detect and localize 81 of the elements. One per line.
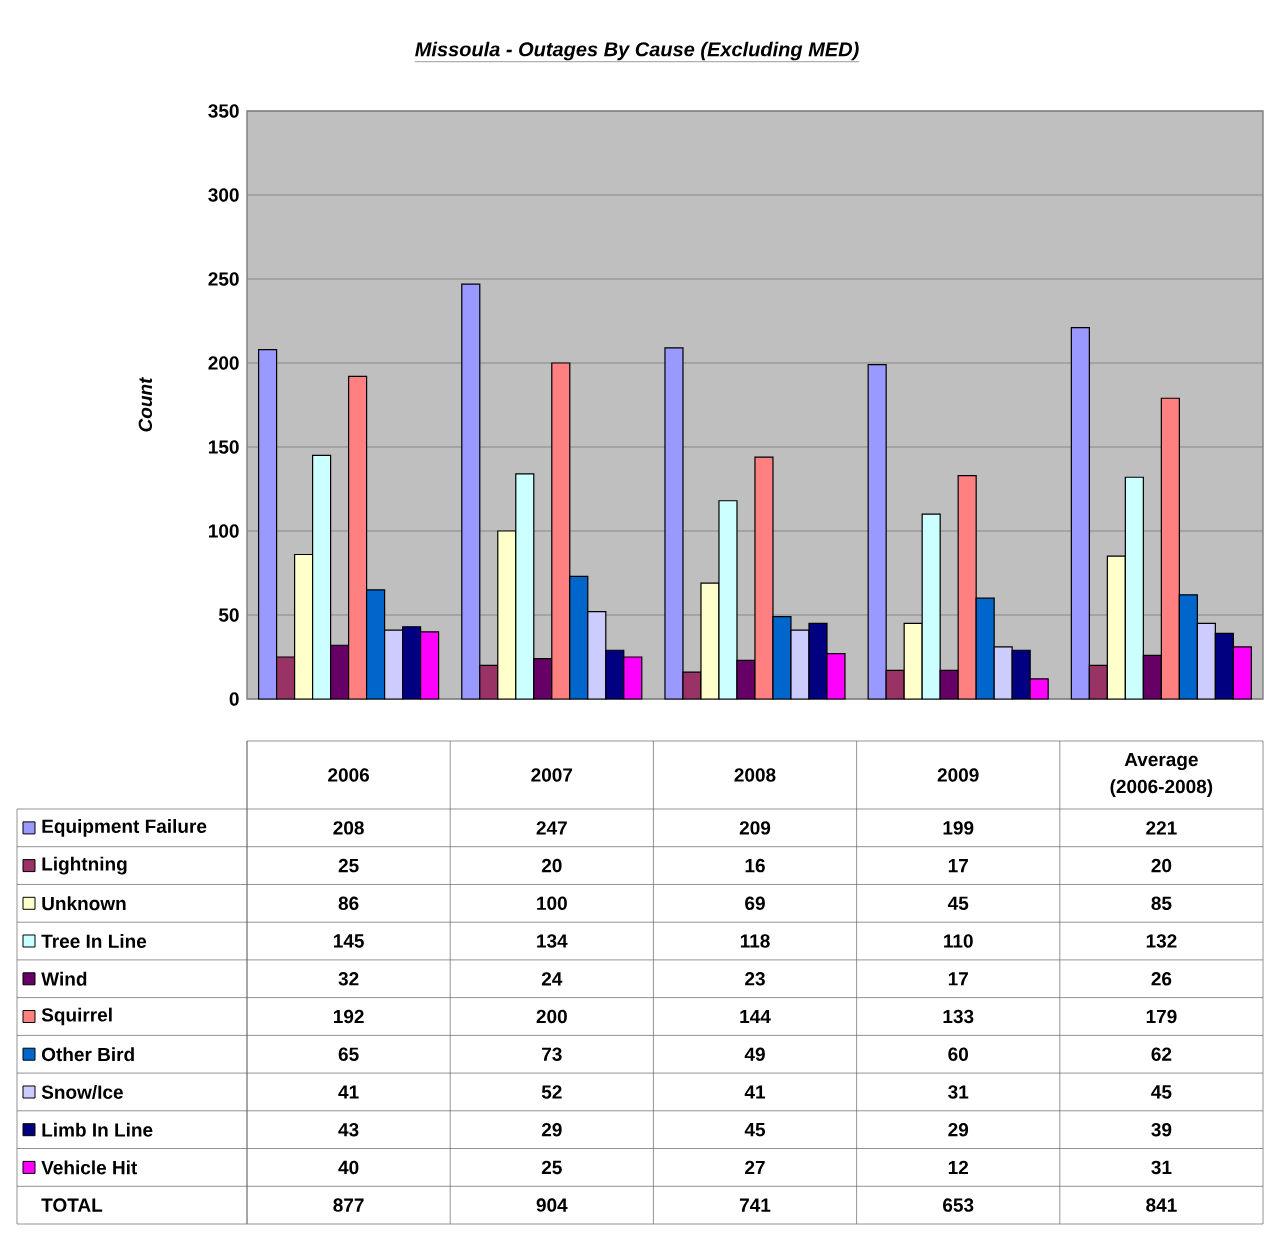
data-label: 32	[338, 972, 359, 986]
text: 841	[1146, 1198, 1177, 1212]
data-label: 17	[948, 972, 968, 986]
data-label: 209	[739, 821, 771, 835]
data-label: 62	[1151, 1047, 1172, 1061]
x-tick-label: 2007	[531, 768, 573, 782]
data-label: 41	[744, 1085, 766, 1099]
data-label: 26	[1151, 972, 1172, 986]
data-label: 25	[541, 1160, 562, 1175]
chart-title: Missoula - Outages By Cause (Excluding MED)	[415, 41, 859, 61]
y-tick-label: 250	[208, 272, 239, 286]
data-label: 60	[948, 1047, 968, 1061]
y-tick-label: 150	[208, 440, 239, 454]
legend-label: Lightning	[42, 856, 127, 875]
data-label: 100	[537, 896, 567, 911]
data-label: 179	[1146, 1009, 1177, 1024]
data-label: 133	[943, 1009, 974, 1024]
y-tick-label: 0	[229, 692, 239, 706]
data-label: 16	[745, 858, 765, 873]
data-label: 17	[948, 859, 968, 873]
data-label: 85	[1151, 896, 1172, 911]
legend-label: Other Bird	[41, 1047, 134, 1062]
data-label: 40	[338, 1160, 359, 1175]
legend-label: Snow/Ice	[41, 1084, 123, 1100]
text: 653	[943, 1198, 974, 1212]
data-label: 192	[333, 1009, 364, 1024]
legend-label: Equipment Failure	[42, 819, 207, 837]
data-label: 24	[541, 972, 563, 986]
data-label: 199	[943, 821, 974, 835]
data-label: 20	[1151, 858, 1172, 873]
legend-label: Limb In Line	[42, 1122, 153, 1137]
data-label: 134	[537, 934, 568, 948]
x-tick-label: 2008	[734, 768, 776, 782]
legend-label: Unknown	[42, 896, 126, 911]
data-label: 29	[541, 1122, 562, 1137]
y-tick-label: 200	[208, 356, 239, 370]
data-label: 12	[948, 1160, 969, 1175]
data-label: 110	[944, 934, 973, 948]
x-tick-label: 2009	[937, 768, 979, 782]
text: 904	[536, 1198, 568, 1212]
data-label: 200	[536, 1009, 567, 1024]
data-label: 118	[740, 934, 770, 948]
data-label: 20	[541, 858, 562, 873]
y-tick-label: 300	[208, 188, 239, 202]
data-label: 65	[338, 1047, 359, 1061]
data-label: 41	[338, 1085, 359, 1099]
data-label: 208	[333, 821, 364, 835]
data-label: 86	[338, 896, 359, 911]
data-label: 45	[1151, 1085, 1172, 1099]
x-tick-label: 2006	[328, 768, 370, 782]
data-label: 221	[1146, 821, 1177, 835]
y-tick-label: 350	[208, 104, 239, 118]
data-label: 145	[333, 934, 364, 948]
text: TOTAL	[41, 1198, 103, 1212]
data-label: 23	[745, 972, 765, 986]
data-label: 31	[948, 1085, 969, 1099]
data-label: 39	[1151, 1122, 1172, 1137]
data-label: 49	[744, 1047, 765, 1061]
data-label: 73	[542, 1047, 562, 1061]
data-label: 31	[1151, 1160, 1172, 1175]
text: 741	[739, 1198, 771, 1212]
data-label: 25	[338, 858, 359, 873]
data-label: 144	[740, 1009, 771, 1024]
data-label: 132	[1146, 934, 1177, 948]
data-label: 45	[947, 896, 969, 910]
data-label: 69	[745, 896, 765, 911]
y-axis-title: Count	[138, 376, 153, 432]
data-label: 52	[541, 1085, 562, 1099]
data-label: 45	[744, 1123, 766, 1137]
text: 877	[333, 1198, 364, 1212]
data-label: 43	[338, 1122, 359, 1137]
data-label: 247	[536, 821, 567, 835]
data-label: 27	[745, 1160, 765, 1175]
legend-label: Squirrel	[41, 1007, 112, 1026]
legend-label: Tree In Line	[41, 934, 147, 948]
y-tick-label: 100	[208, 524, 239, 538]
x-tick-label: Average (2006-2008)	[1110, 752, 1213, 797]
data-label: 29	[948, 1122, 969, 1137]
y-tick-label: 50	[218, 608, 239, 622]
legend-label: Wind	[41, 971, 87, 986]
legend-label: Vehicle Hit	[41, 1160, 138, 1175]
